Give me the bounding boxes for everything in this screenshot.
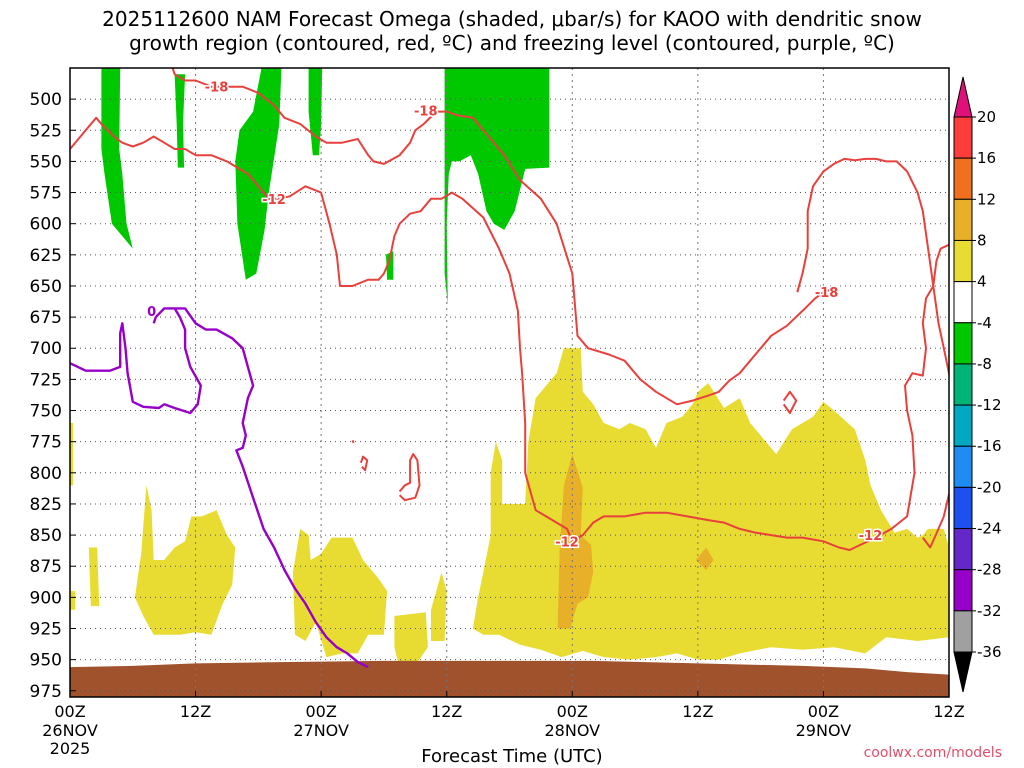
dgz-contour-line-9 [782,390,798,414]
x-tick-label-1: 12Z [180,702,211,721]
colorbar-swatch-1 [953,157,973,200]
y-tick-label-750: 750 [30,402,62,422]
colorbar-bottom-arrow [953,651,973,693]
omega-region-10 [292,528,388,658]
y-tick-label-650: 650 [30,277,62,297]
colorbar-swatch-8 [953,445,973,488]
y-tick-label-850: 850 [30,526,62,546]
dgz-contour-label-3: -12 [262,193,286,208]
x-tick-label-7: 12Z [933,702,964,721]
dgz-contour-line-8 [398,453,421,502]
surface-terrain [70,660,949,697]
dgz-contour-line-6 [796,157,949,549]
colorbar-label-10: -24 [977,520,1002,538]
dgz-contour-line-7 [359,455,369,472]
colorbar-label-5: -4 [977,314,992,332]
colorbar-swatch-10 [953,528,973,571]
colorbar-label-9: -20 [977,478,1002,496]
x-tick-label-3: 12Z [431,702,462,721]
plot-layer: -18 -18 -18 -12 -12 -12 0 [70,68,949,697]
dgz-contour-line-3 [70,116,949,551]
dgz-contour-line-0 [171,68,835,406]
colorbar-label-1: 16 [977,149,996,167]
colorbar-swatch-7 [953,404,973,447]
y-tick-label-675: 675 [30,308,62,328]
colorbar-label-11: -28 [977,561,1002,579]
y-tick-label-525: 525 [30,121,62,141]
colorbar-swatch-11 [953,569,973,612]
y-tick-label-950: 950 [30,651,62,671]
omega-region-15 [557,454,594,629]
y-tick-label-925: 925 [30,619,62,639]
colorbar-label-3: 8 [977,231,987,249]
colorbar-swatch-2 [953,198,973,241]
colorbar-swatch-9 [953,486,973,530]
y-tick-label-975: 975 [30,682,62,702]
x-tick-label-2: 00Z [305,702,336,721]
x-tick-label-4: 00Z [557,702,588,721]
x-date-label-6: 29NOV [796,721,852,740]
x-axis-label: Forecast Time (UTC) [421,746,603,767]
omega-region-8 [88,547,100,607]
dgz-contour-label-5: -12 [859,529,883,544]
freezing-contour-label-0: 0 [147,305,156,320]
y-tick-label-575: 575 [30,184,62,204]
x-tick-label-0: 00Z [54,702,85,721]
omega-region-2 [235,68,282,280]
x-date-label-2: 27NOV [293,721,349,740]
colorbar-label-0: 20 [977,108,996,126]
y-tick-label-800: 800 [30,464,62,484]
freezing-contour-line-1 [174,307,369,669]
x-date-label-4: 28NOV [544,721,600,740]
omega-region-4 [386,251,394,280]
y-tick-label-825: 825 [30,495,62,515]
plot-frame [69,67,950,698]
omega-region-5 [444,68,550,305]
omega-region-1 [174,74,186,168]
chart-title-line1: 2025112600 NAM Forecast Omega (shaded, μ… [102,7,922,31]
colorbar-swatch-6 [953,363,973,406]
y-tick-label-500: 500 [30,90,62,110]
x-tick-label-5: 12Z [682,702,713,721]
dgz-contour-label-0: -18 [205,81,229,96]
x-year-label-0: 2025 [50,739,91,758]
colorbar-label-4: 4 [977,273,987,291]
y-tick-label-725: 725 [30,370,62,390]
colorbar-label-7: -12 [977,396,1002,414]
omega-region-7 [70,591,76,610]
colorbar-label-13: -36 [977,643,1002,661]
y-tick-label-600: 600 [30,215,62,235]
omega-region-16 [695,547,714,570]
y-tick-label-775: 775 [30,433,62,453]
chart-title-line2: growth region (contoured, red, ºC) and f… [129,31,895,55]
colorbar-swatch-4 [953,281,973,324]
colorbar-swatch-5 [953,322,973,365]
freezing-contour-line-0 [70,307,203,415]
y-tick-label-900: 900 [30,588,62,608]
y-tick-label-625: 625 [30,246,62,266]
dgz-contour-label-4: -12 [555,535,579,550]
omega-region-11 [394,612,428,669]
x-date-label-0: 26NOV [42,721,98,740]
y-tick-label-550: 550 [30,152,62,172]
x-tick-label-6: 00Z [808,702,839,721]
dgz-contour-line-10 [351,439,355,444]
colorbar-swatch-12 [953,610,973,653]
dgz-contour-label-1: -18 [414,104,438,119]
colorbar-swatch-3 [953,239,973,283]
colorbar-swatch-0 [953,116,973,159]
dgz-contour-label-2: -18 [815,286,839,301]
colorbar-label-6: -8 [977,355,992,373]
omega-region-0 [101,68,133,249]
colorbar-label-12: -32 [977,602,1002,620]
colorbar-label-8: -16 [977,437,1002,455]
y-tick-label-700: 700 [30,339,62,359]
y-tick-label-875: 875 [30,557,62,577]
credit-text[interactable]: coolwx.com/models [863,745,1002,761]
colorbar-top-arrow [953,76,973,118]
colorbar-label-2: 12 [977,190,996,208]
omega-region-12 [431,572,447,641]
omega-region-6 [70,423,74,486]
